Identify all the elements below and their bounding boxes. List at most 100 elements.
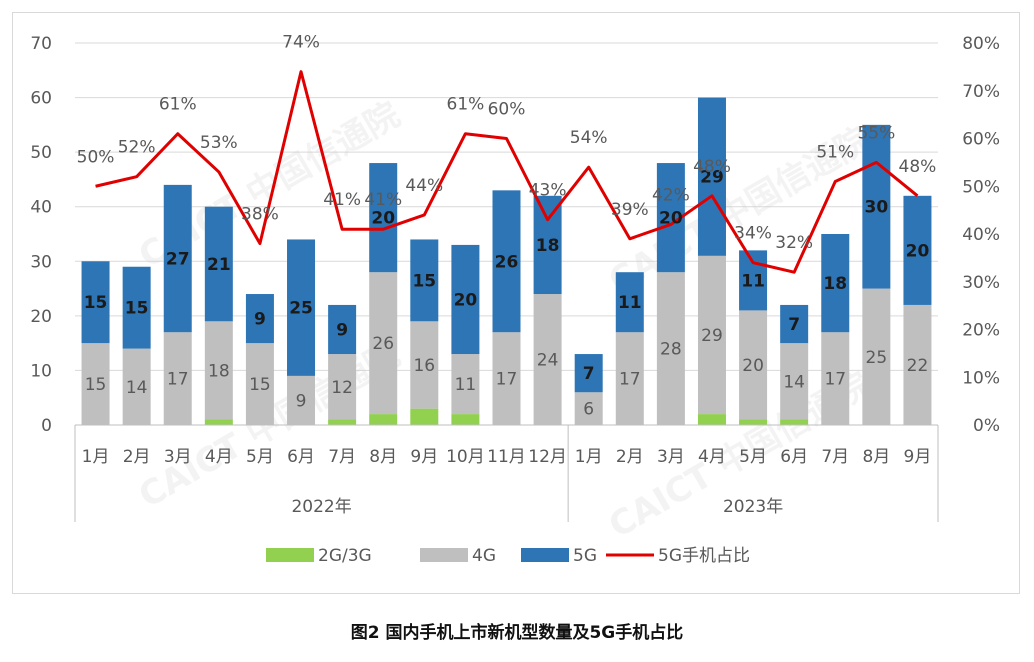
bar-label-5g: 7 — [788, 315, 800, 335]
share-line — [95, 70, 919, 274]
bar-label-5g: 15 — [84, 293, 108, 313]
x-tick-label: 1月 — [82, 447, 110, 467]
bar-label-4g: 29 — [701, 326, 723, 346]
bar-4g — [739, 310, 768, 420]
bar-4g — [821, 332, 850, 425]
bar-4g — [533, 294, 562, 425]
x-tick-label: 6月 — [780, 447, 808, 467]
label-layer: 15 15 14 15 17 27 18 21 15 9 9 25 12 9 26 20 16 15 11 20 17 2… — [77, 33, 937, 420]
bar-label-4g: 26 — [372, 334, 394, 354]
bar-label-5g: 20 — [906, 241, 930, 261]
x-tick-label: 8月 — [369, 447, 397, 467]
share-label: 42% — [652, 185, 690, 205]
bar-5g — [245, 294, 274, 344]
bar-4g — [697, 255, 726, 415]
x-tick-label: 7月 — [821, 447, 849, 467]
bar-label-5g: 20 — [659, 209, 683, 229]
bar-4g — [245, 343, 274, 425]
bar-4g — [328, 354, 357, 420]
y-right-tick-label: 30% — [962, 273, 1000, 293]
bar-5g — [369, 163, 398, 273]
bar-label-5g: 11 — [741, 271, 765, 291]
x-tick-label: 5月 — [739, 447, 767, 467]
bar-label-4g: 22 — [907, 356, 929, 376]
bar-5g — [81, 261, 110, 344]
bar-layer — [81, 97, 932, 425]
share-label: 61% — [159, 95, 197, 115]
bar-label-4g: 18 — [208, 361, 230, 381]
bar-label-4g: 14 — [126, 378, 148, 398]
bar-label-5g: 29 — [700, 168, 724, 188]
legend-label: 5G — [573, 546, 597, 566]
legend-label: 2G/3G — [318, 546, 372, 566]
y-left-tick-label: 50 — [30, 143, 52, 163]
bar-5g — [287, 239, 316, 376]
bar-4g — [780, 343, 809, 420]
share-label: 38% — [241, 205, 279, 225]
share-label: 44% — [405, 176, 443, 196]
bar-4g — [369, 272, 398, 415]
x-tick-label: 2月 — [616, 447, 644, 467]
bar-2g3g — [328, 419, 357, 425]
y-left-tick-label: 30 — [30, 252, 52, 272]
bar-5g — [903, 195, 932, 305]
x-tick-label: 3月 — [164, 447, 192, 467]
share-label: 60% — [488, 100, 526, 120]
bar-label-4g: 24 — [537, 351, 559, 371]
bar-label-4g: 9 — [296, 391, 307, 411]
y-left-tick-label: 40 — [30, 198, 52, 218]
bar-label-4g: 28 — [660, 340, 682, 360]
share-label: 41% — [364, 190, 402, 210]
bar-4g — [81, 343, 110, 425]
bar-label-4g: 17 — [496, 370, 518, 390]
y-left-tick-label: 20 — [30, 307, 52, 327]
share-label: 48% — [693, 157, 731, 177]
share-label: 43% — [529, 181, 567, 201]
bar-label-5g: 21 — [207, 255, 231, 275]
bar-label-5g: 20 — [371, 209, 395, 229]
bar-label-4g: 14 — [783, 372, 805, 392]
share-label: 51% — [816, 142, 854, 162]
y-right-tick-label: 40% — [962, 225, 1000, 245]
bar-4g — [615, 332, 644, 425]
line-layer — [95, 70, 919, 274]
y-right-tick-label: 60% — [962, 130, 1000, 150]
bar-label-5g: 18 — [823, 274, 847, 294]
bar-5g — [328, 304, 357, 355]
share-label: 34% — [734, 224, 772, 244]
y-right-tick-label: 50% — [962, 177, 1000, 197]
bar-label-5g: 25 — [289, 299, 313, 319]
bar-label-5g: 9 — [254, 310, 266, 330]
bar-5g — [821, 234, 850, 333]
legend-label: 5G手机占比 — [658, 546, 750, 566]
x-tick-label: 8月 — [862, 447, 890, 467]
bar-5g — [615, 272, 644, 333]
bar-5g — [204, 206, 233, 322]
bar-2g3g — [697, 414, 726, 425]
bar-4g — [656, 272, 685, 425]
bar-label-4g: 15 — [249, 375, 271, 395]
bar-label-5g: 26 — [495, 252, 519, 272]
bar-5g — [451, 244, 480, 355]
x-tick-label: 10月 — [446, 447, 485, 467]
bar-label-5g: 27 — [166, 250, 190, 270]
legend-swatch — [420, 548, 468, 562]
bar-label-4g: 6 — [583, 400, 594, 420]
bar-label-4g: 16 — [413, 356, 435, 376]
share-label: 39% — [611, 200, 649, 220]
bar-label-4g: 15 — [85, 375, 107, 395]
share-label: 41% — [323, 190, 361, 210]
bar-label-5g: 15 — [412, 271, 436, 291]
x-tick-label: 3月 — [657, 447, 685, 467]
bar-2g3g — [204, 419, 233, 425]
x-tick-label: 1月 — [575, 447, 603, 467]
share-label: 53% — [200, 133, 238, 153]
legend-swatch — [266, 548, 314, 562]
bar-4g — [574, 392, 603, 425]
x-tick-label: 4月 — [205, 447, 233, 467]
group-label: 2022年 — [291, 497, 351, 517]
bar-label-4g: 20 — [742, 356, 764, 376]
y-right-tick-label: 70% — [962, 82, 1000, 102]
y-right-tick-label: 80% — [962, 34, 1000, 54]
